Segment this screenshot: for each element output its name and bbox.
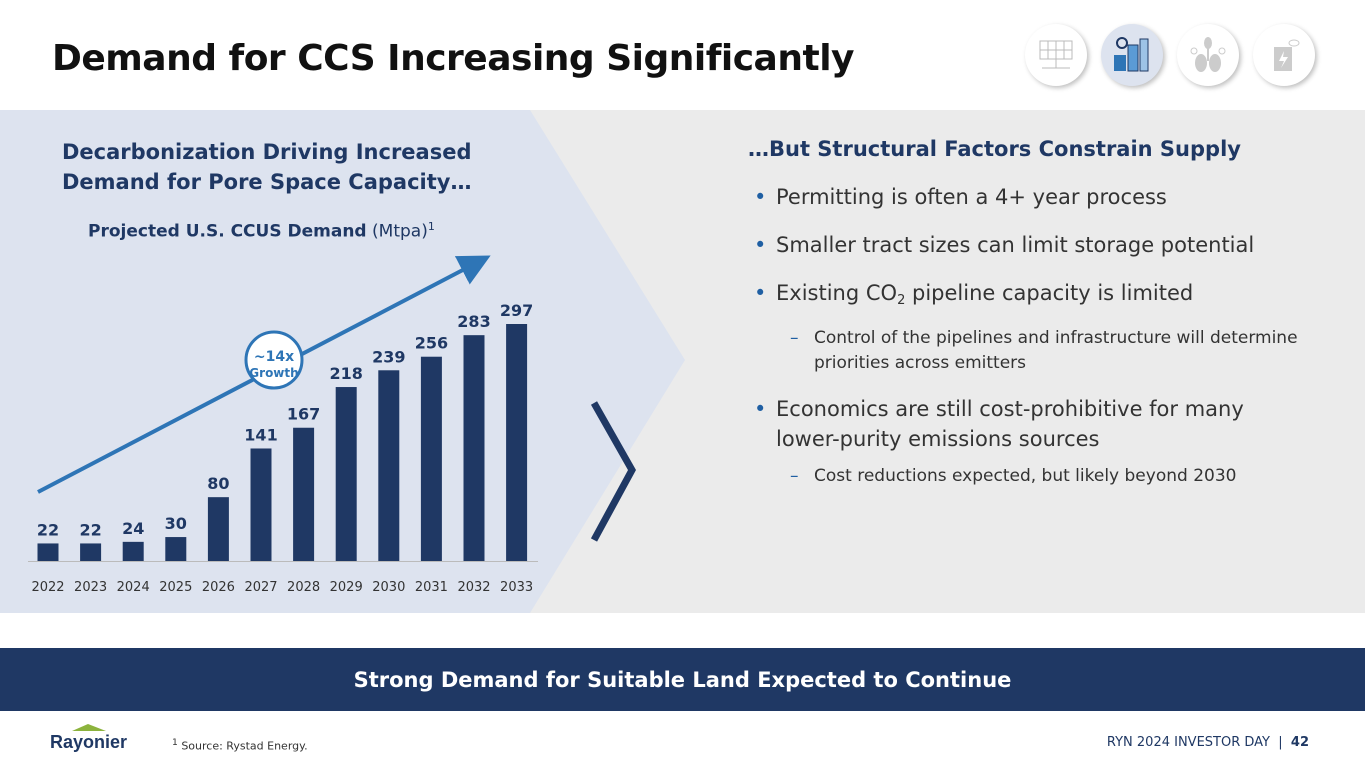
bar: [506, 324, 528, 561]
x-tick-label: 2025: [159, 580, 192, 595]
data-label: 239: [372, 347, 405, 366]
bar: [250, 448, 272, 561]
x-tick-label: 2027: [244, 580, 277, 595]
bullet-economics: Economics are still cost-prohibitive for…: [748, 394, 1308, 454]
takeaway-banner: Strong Demand for Suitable Land Expected…: [0, 648, 1365, 711]
data-label: 80: [207, 474, 229, 493]
industrial-facility-icon[interactable]: [1101, 24, 1163, 86]
page-title: Demand for CCS Increasing Significantly: [52, 38, 855, 79]
bar: [122, 541, 144, 561]
data-label: 22: [37, 520, 59, 539]
left-heading: Decarbonization Driving Increased Demand …: [62, 137, 472, 197]
bar: [165, 537, 187, 561]
svg-text:Rayonier: Rayonier: [50, 732, 127, 752]
data-label: 24: [122, 519, 144, 538]
footer: RYN 2024 INVESTOR DAY | 42: [1107, 735, 1309, 750]
x-tick-label: 2033: [500, 580, 533, 595]
bar: [80, 543, 102, 561]
bar: [335, 387, 357, 561]
plant-lungs-icon[interactable]: [1177, 24, 1239, 86]
chevron-divider-icon: [590, 401, 637, 542]
solar-panel-icon[interactable]: [1025, 24, 1087, 86]
x-tick-label: 2023: [74, 580, 107, 595]
chart-unit: (Mtpa): [372, 221, 428, 242]
bar: [378, 370, 400, 561]
growth-label-multiplier: ~14x: [254, 349, 294, 365]
x-tick-label: 2032: [457, 580, 490, 595]
left-heading-line2: Demand for Pore Space Capacity…: [62, 170, 472, 194]
x-tick-label: 2026: [202, 580, 235, 595]
bullet-permitting: Permitting is often a 4+ year process: [748, 182, 1308, 212]
bullet-pipeline-post: pipeline capacity is limited: [905, 281, 1194, 305]
source-note: 1 Source: Rystad Energy.: [172, 737, 308, 753]
bullet-pipeline: Existing CO2 pipeline capacity is limite…: [748, 278, 1308, 316]
x-tick-label: 2028: [287, 580, 320, 595]
rayonier-logo: Rayonier: [50, 722, 130, 756]
data-label: 30: [165, 514, 187, 533]
data-label: 256: [415, 334, 448, 353]
data-label: 167: [287, 405, 320, 424]
data-label: 141: [244, 425, 277, 444]
x-tick-label: 2029: [330, 580, 363, 595]
bullet-pipeline-pre: Existing CO: [776, 281, 898, 305]
bar: [463, 335, 485, 561]
growth-label-text: Growth: [249, 366, 298, 380]
chart-footnote-mark: 1: [427, 220, 435, 233]
left-heading-line1: Decarbonization Driving Increased: [62, 140, 472, 164]
data-label: 297: [500, 301, 533, 320]
source-text: Source: Rystad Energy.: [181, 739, 308, 753]
x-tick-label: 2022: [31, 580, 64, 595]
bullet-tract-size: Smaller tract sizes can limit storage po…: [748, 230, 1308, 260]
data-label: 283: [457, 312, 490, 331]
data-label: 218: [329, 364, 362, 383]
battery-leaf-icon[interactable]: [1253, 24, 1315, 86]
x-tick-label: 2031: [415, 580, 448, 595]
section-icons: [1025, 24, 1315, 86]
bar: [293, 427, 315, 561]
chart-title-text: Projected U.S. CCUS Demand: [88, 221, 367, 242]
subbullet-pipeline-control: Control of the pipelines and infrastruct…: [748, 326, 1308, 376]
source-mark: 1: [172, 737, 178, 748]
bullet-pipeline-sub: 2: [897, 293, 906, 308]
right-heading: …But Structural Factors Constrain Supply: [748, 137, 1241, 161]
constraint-list: Permitting is often a 4+ year process Sm…: [748, 182, 1308, 507]
bar: [37, 543, 59, 561]
x-tick-label: 2024: [117, 580, 150, 595]
bar: [420, 356, 442, 561]
data-label: 22: [79, 520, 101, 539]
bar: [207, 497, 229, 561]
page-number: 42: [1290, 735, 1309, 750]
subbullet-cost-reductions: Cost reductions expected, but likely bey…: [748, 464, 1308, 489]
growth-badge: ~14x Growth: [244, 330, 304, 390]
bar-chart: 22 2022 22 2023 24 2024 30 2025 80 2026 141 2027 167…: [28, 255, 538, 595]
footer-text: RYN 2024 INVESTOR DAY |: [1106, 735, 1291, 750]
chart-title: Projected U.S. CCUS Demand (Mtpa)1: [88, 220, 435, 242]
x-tick-label: 2030: [372, 580, 405, 595]
